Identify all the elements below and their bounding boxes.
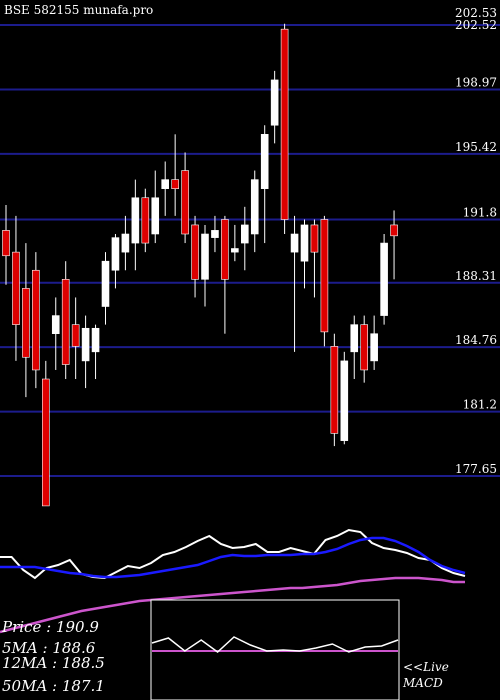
grid-lines: [0, 24, 500, 477]
candle-up: [290, 233, 299, 253]
candle-down: [191, 224, 199, 280]
candle-up: [350, 324, 359, 353]
macd-line: [151, 636, 399, 653]
candle-up: [370, 333, 378, 362]
y-tick-label: 181.2: [463, 398, 497, 412]
ma-line-2: [0, 576, 465, 634]
y-tick-label: 202.52: [455, 18, 497, 32]
y-tick-label: 177.65: [455, 462, 497, 476]
candle-up: [91, 327, 100, 353]
chart-title: BSE 582155 munafa.pro: [4, 3, 153, 17]
candle-up: [270, 79, 279, 126]
macd-name-label: MACD: [402, 676, 443, 690]
candle-up: [340, 360, 349, 441]
candle-up: [380, 242, 388, 316]
candle-down: [310, 224, 319, 253]
candle-down: [61, 279, 70, 365]
candle-up: [131, 197, 140, 244]
candle-up: [260, 134, 269, 189]
candle-down: [330, 346, 339, 434]
candle-up: [300, 224, 309, 262]
candlesticks: [2, 23, 398, 507]
candle-down: [141, 197, 150, 244]
candle-down: [41, 378, 50, 507]
candle-down: [71, 324, 80, 347]
y-tick-label: 202.53: [455, 6, 497, 20]
ma5-stat: 5MA : 188.6: [2, 639, 96, 657]
ma-line-0: [0, 528, 466, 580]
candle-up: [211, 230, 219, 238]
candle-up: [121, 233, 130, 253]
candle-down: [280, 28, 289, 220]
y-tick-label: 195.42: [455, 140, 497, 154]
candle-down: [32, 269, 40, 371]
candle-down: [221, 219, 229, 280]
candle-down: [320, 219, 329, 333]
ma50-stat: 50MA : 187.1: [2, 677, 105, 695]
candle-down: [181, 170, 189, 235]
candle-up: [151, 197, 160, 235]
y-tick-label: 188.31: [455, 269, 497, 283]
macd-indicator: [151, 636, 399, 653]
candle-down: [22, 288, 30, 358]
candle-down: [2, 230, 10, 257]
y-tick-label: 198.97: [455, 76, 497, 90]
price-stat: Price : 190.9: [1, 618, 99, 636]
ma12-stat-visible: 12MA : 188.5: [2, 654, 105, 672]
candle-up: [81, 327, 90, 362]
candle-up: [201, 233, 209, 280]
macd-live-label: <<Live: [403, 660, 449, 674]
candle-down: [12, 251, 20, 325]
y-tick-label: 184.76: [455, 333, 497, 347]
candle-down: [171, 179, 179, 189]
ma-line-1: [0, 536, 466, 579]
candle-down: [360, 324, 369, 371]
candle-up: [231, 248, 239, 253]
candle-down: [390, 224, 398, 237]
candle-up: [250, 179, 259, 235]
candle-up: [241, 224, 249, 244]
moving-averages: [0, 528, 466, 634]
candle-up: [101, 260, 110, 307]
y-tick-label: 191.8: [463, 206, 497, 220]
candle-up: [111, 237, 120, 271]
candle-up: [161, 179, 169, 189]
candle-up: [51, 315, 60, 335]
